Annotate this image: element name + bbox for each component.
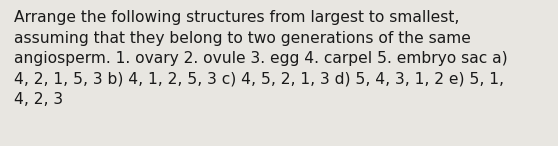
Text: Arrange the following structures from largest to smallest,
assuming that they be: Arrange the following structures from la… <box>14 10 508 107</box>
